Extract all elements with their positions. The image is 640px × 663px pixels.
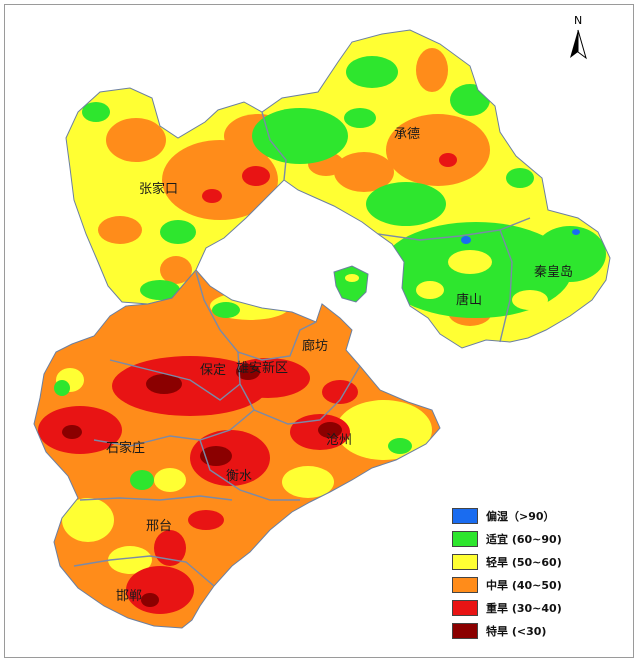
- map-frame: [4, 4, 634, 658]
- prefecture-boundaries: [73, 111, 531, 587]
- city-label-cangzhou: 沧州: [326, 432, 352, 448]
- enclave-patch: [345, 274, 359, 282]
- legend-swatch: [452, 507, 478, 524]
- legend-item: 轻旱 (50~60): [452, 550, 602, 573]
- city-label-xiongan: 雄安新区: [236, 360, 288, 376]
- legend-label: 偏湿（>90）: [486, 509, 555, 523]
- legend-item: 重旱 (30~40): [452, 596, 602, 619]
- city-label-zhangjiakou: 张家口: [139, 181, 178, 197]
- legend-item: 偏湿（>90）: [452, 504, 602, 527]
- north-arrow-left-icon: [570, 30, 578, 58]
- city-label-chengde: 承德: [394, 127, 420, 142]
- legend-swatch: [452, 576, 478, 593]
- legend-item: 适宜 (60~90): [452, 527, 602, 550]
- enclave-region: [333, 265, 369, 303]
- legend: 偏湿（>90） 适宜 (60~90) 轻旱 (50~60) 中旱 (40~50)…: [452, 504, 602, 642]
- north-arrow-label: N: [574, 14, 582, 27]
- north-arrow: N: [570, 14, 587, 60]
- legend-swatch: [452, 599, 478, 616]
- legend-swatch: [452, 622, 478, 639]
- north-arrow-right-icon: [577, 29, 587, 60]
- legend-label: 轻旱 (50~60): [486, 555, 562, 569]
- city-label-tangshan: 唐山: [456, 292, 482, 308]
- legend-item: 特旱 (<30): [452, 619, 602, 642]
- city-label-hengshui: 衡水: [226, 469, 252, 484]
- city-label-handan: 邯郸: [116, 589, 142, 604]
- city-label-langfang: 廊坊: [302, 338, 328, 354]
- legend-label: 中旱 (40~50): [486, 578, 562, 592]
- south-region: [34, 270, 440, 628]
- legend-swatch: [452, 530, 478, 547]
- city-label-baoding: 保定: [200, 363, 226, 378]
- legend-item: 中旱 (40~50): [452, 573, 602, 596]
- legend-swatch: [452, 553, 478, 570]
- city-label-shijiazhuang: 石家庄: [106, 440, 145, 456]
- legend-label: 特旱 (<30): [486, 624, 547, 638]
- city-label-xingtai: 邢台: [146, 519, 172, 534]
- legend-label: 重旱 (30~40): [486, 601, 562, 615]
- city-label-qinhuangdao: 秦皇岛: [534, 264, 573, 280]
- legend-label: 适宜 (60~90): [486, 532, 562, 546]
